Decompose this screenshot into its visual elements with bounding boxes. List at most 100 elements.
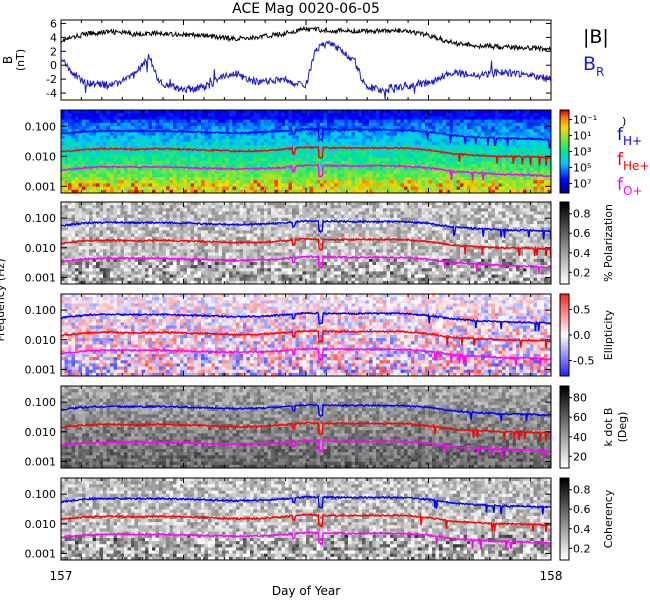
spectrogram-cell (519, 211, 524, 216)
spectrogram-cell (127, 122, 132, 127)
spectrogram-cell (68, 157, 72, 162)
spectrogram-cell (386, 129, 391, 133)
spectrogram-cell (320, 202, 324, 206)
spectrogram-cell (180, 113, 184, 117)
spectrogram-cell (187, 141, 191, 146)
spectrogram-cell (509, 167, 513, 172)
spectrogram-cell (393, 180, 398, 184)
spectrogram-cell (519, 214, 524, 219)
spectrogram-cell (491, 119, 496, 124)
spectrogram-cell (477, 132, 482, 136)
spectrogram-cell (309, 125, 314, 130)
spectrogram-cell (523, 161, 527, 165)
spectrogram-cell (208, 208, 212, 212)
spectrogram-cell (428, 189, 433, 194)
spectrogram-cell (211, 154, 216, 159)
spectrogram-cell (92, 148, 97, 152)
spectrogram-cell (442, 145, 447, 149)
spectrogram-cell (173, 217, 177, 222)
spectrogram-cell (453, 202, 457, 206)
spectrogram-cell (120, 167, 125, 172)
spectrogram-cell (299, 148, 303, 152)
spectrogram-cell (365, 180, 370, 184)
colorbar-step (560, 128, 569, 132)
spectrogram-cell (120, 141, 125, 146)
spectrogram-cell (106, 113, 111, 117)
spectrogram-cell (505, 183, 510, 188)
spectrogram-cell (155, 177, 160, 181)
spectrogram-cell (365, 183, 370, 188)
colorbar-step (560, 132, 569, 136)
spectrogram-cell (351, 177, 356, 181)
spectrogram-cell (183, 154, 188, 159)
spectrogram-cell (323, 116, 328, 120)
spectrogram-cell (162, 211, 167, 216)
spectrogram-cell (236, 129, 240, 133)
spectrogram-cell (446, 167, 450, 172)
spectrogram-cell (82, 177, 86, 181)
spectrogram-cell (145, 214, 149, 219)
spectrogram-cell (103, 119, 107, 124)
spectrogram-cell (540, 224, 545, 228)
spectrogram-cell (309, 119, 314, 124)
spectrogram-cell (117, 151, 121, 156)
spectrogram-cell (285, 211, 289, 216)
spectrogram-cell (295, 122, 300, 127)
spectrogram-cell (260, 113, 265, 117)
spectrogram-cell (369, 214, 373, 219)
spectrogram-cell (442, 173, 447, 178)
spectrogram-cell (432, 110, 436, 114)
spectrogram-cell (502, 125, 506, 130)
spectrogram-cell (257, 202, 261, 206)
spectrogram-cell (491, 110, 496, 114)
spectrogram-cell (211, 205, 216, 209)
spectrogram-cell (169, 214, 174, 219)
spectrogram-cell (85, 151, 90, 156)
spectrogram-cell (523, 116, 527, 120)
spectrogram-cell (225, 205, 230, 209)
spectrogram-cell (519, 138, 524, 143)
spectrogram-cell (278, 180, 282, 184)
spectrogram-cell (376, 208, 380, 212)
spectrogram-cell (446, 135, 450, 140)
spectrogram-cell (89, 186, 93, 191)
spectrogram-cell (96, 116, 100, 120)
spectrogram-cell (264, 110, 268, 114)
spectrogram-cell (327, 211, 331, 216)
spectrogram-cell (61, 157, 65, 162)
spectrogram-cell (397, 129, 401, 133)
spectrogram-cell (442, 180, 447, 184)
spectrogram-cell (453, 211, 457, 216)
spectrogram-cell (75, 154, 79, 159)
spectrogram-cell (267, 154, 272, 159)
spectrogram-cell (379, 110, 384, 114)
spectrogram-cell (222, 129, 226, 133)
spectrogram-cell (449, 180, 454, 184)
spectrogram-cell (341, 122, 345, 127)
spectrogram-cell (446, 141, 450, 146)
spectrogram-cell (183, 113, 188, 117)
spectrogram-cell (89, 167, 93, 172)
spectrogram-cell (379, 214, 384, 219)
spectrogram-cell (393, 220, 398, 225)
spectrogram-cell (365, 113, 370, 117)
spectrogram-cell (82, 183, 86, 188)
colorbar-step (560, 134, 569, 138)
spectrogram-cell (505, 122, 510, 127)
spectrogram-cell (145, 211, 149, 216)
spectrogram-cell (285, 132, 289, 136)
spectrogram-cell (201, 173, 205, 178)
spectrogram-cell (131, 135, 135, 140)
spectrogram-cell (460, 116, 464, 120)
spectrogram-cell (467, 138, 471, 143)
spectrogram-cell (239, 132, 244, 136)
spectrogram-cell (299, 135, 303, 140)
spectrogram-cell (64, 170, 69, 175)
spectrogram-cell (134, 177, 139, 181)
spectrogram-cell (281, 135, 286, 140)
spectrogram-cell (467, 167, 471, 172)
spectrogram-cell (180, 180, 184, 184)
spectrogram-cell (106, 154, 111, 159)
spectrogram-cell (547, 125, 552, 130)
spectrogram-cell (442, 116, 447, 120)
